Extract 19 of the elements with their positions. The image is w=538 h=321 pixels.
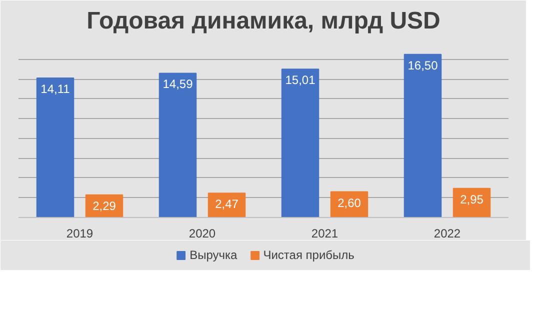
data-label: 2,47 — [215, 197, 239, 212]
data-label: 2,60 — [338, 196, 362, 210]
bar — [158, 72, 197, 218]
chart-title: Годовая динамика, млрд USD — [86, 8, 440, 34]
x-tick-label: 2020 — [188, 226, 216, 240]
x-tick-label: 2019 — [66, 226, 94, 240]
bar — [281, 68, 320, 218]
data-label: 14,59 — [162, 77, 194, 92]
data-label: 16,50 — [408, 58, 438, 72]
data-label: 2,29 — [92, 198, 116, 213]
bar — [404, 54, 442, 218]
bar — [36, 77, 74, 218]
data-label: 2,95 — [460, 192, 484, 206]
x-tick-label: 2021 — [311, 226, 338, 240]
data-label: 15,01 — [285, 73, 316, 88]
legend-label: Выручка — [190, 248, 238, 262]
legend-label: Чистая прибыль — [263, 248, 354, 262]
data-label: 14,11 — [40, 82, 70, 96]
x-tick-label: 2022 — [434, 226, 461, 240]
